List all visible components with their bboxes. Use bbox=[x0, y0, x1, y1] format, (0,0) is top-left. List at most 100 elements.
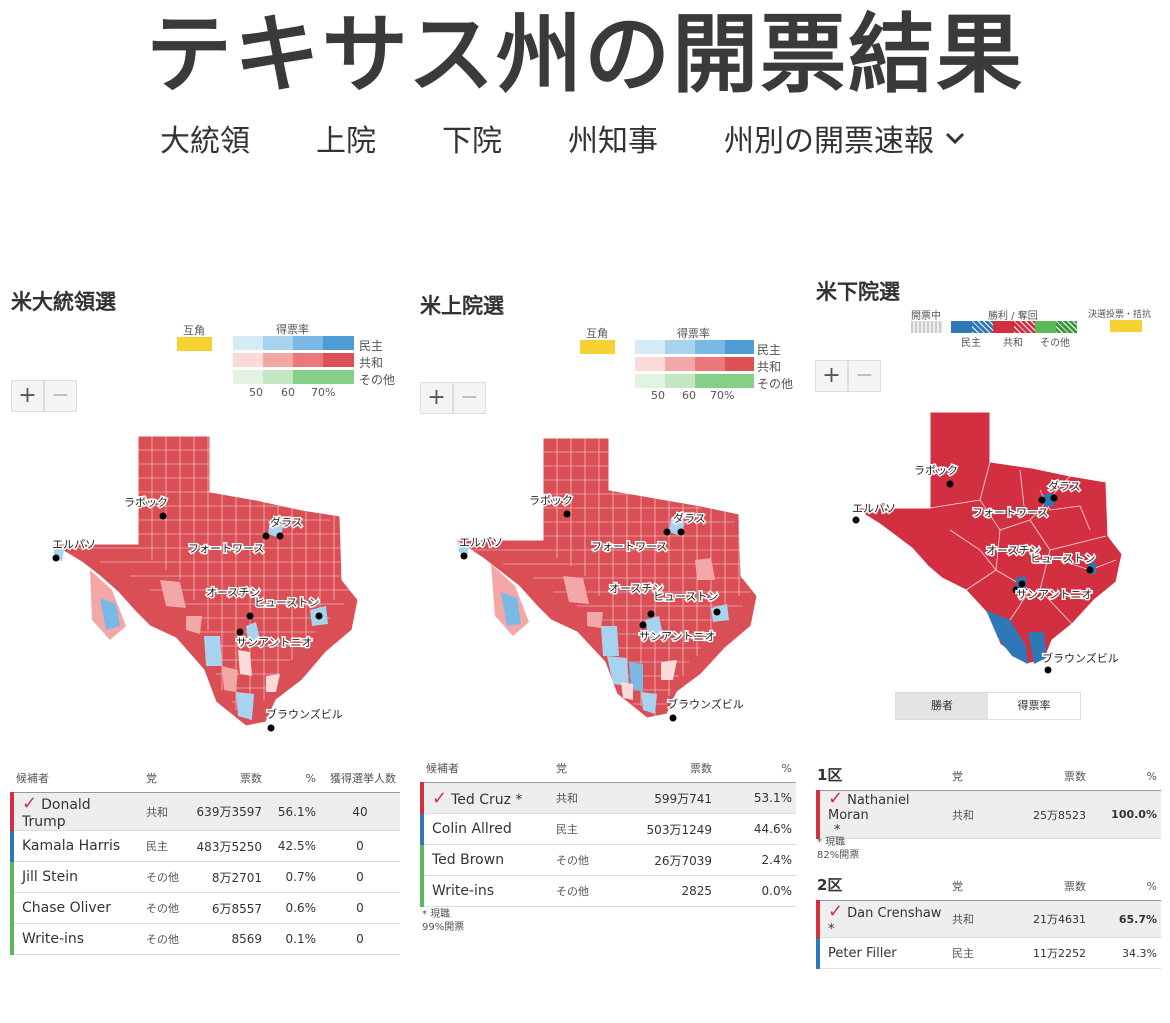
party: その他 bbox=[142, 861, 192, 893]
dem-label: 民主 bbox=[359, 339, 384, 353]
rep-win-swatch bbox=[993, 321, 1035, 333]
senate-zoom: + − bbox=[420, 382, 486, 414]
rep-label: 共和 bbox=[1003, 338, 1023, 349]
city-markers bbox=[52, 512, 323, 732]
zoom-in-button[interactable]: + bbox=[11, 380, 44, 412]
other-label: その他 bbox=[757, 377, 794, 391]
col-pct: % bbox=[1090, 768, 1161, 791]
city-label-houston: ヒューストン bbox=[653, 590, 718, 603]
counting-label: 開票中 bbox=[911, 311, 941, 322]
pct: 0.6% bbox=[266, 892, 320, 924]
pct: 2.4% bbox=[716, 844, 796, 876]
table-row: ✓ Ted Cruz * 共和 599万741 53.1% bbox=[420, 782, 796, 814]
party: 共和 bbox=[948, 790, 1008, 839]
toggle-vote-share[interactable]: 得票率 bbox=[1017, 699, 1051, 712]
dem-label: 民主 bbox=[961, 338, 981, 349]
nav-senate[interactable]: 上院 bbox=[316, 124, 376, 159]
win-label: 勝利 / 奪回 bbox=[988, 311, 1038, 322]
table-row: Kamala Harris 民主 483万5250 42.5% 0 bbox=[10, 830, 400, 862]
party: その他 bbox=[142, 923, 192, 955]
rep-swatch-3 bbox=[293, 353, 323, 367]
votes: 2825 bbox=[622, 875, 716, 907]
city-label-austin: オースチン bbox=[609, 582, 663, 595]
col-party: 党 bbox=[552, 760, 622, 783]
other-swatch-2 bbox=[263, 370, 293, 384]
candidate-name: Write-ins bbox=[10, 923, 142, 955]
city-label-elpaso: エルパソ bbox=[459, 536, 503, 549]
dem-swatch-3 bbox=[293, 336, 323, 350]
pct: 0.1% bbox=[266, 923, 320, 955]
city-label-dallas: ダラス bbox=[673, 511, 706, 525]
other-label: その他 bbox=[1040, 338, 1070, 349]
party: 民主 bbox=[142, 830, 192, 862]
nav-governor[interactable]: 州知事 bbox=[568, 124, 658, 159]
votes: 639万3597 bbox=[192, 792, 266, 831]
page-title: テキサス州の開票結果 bbox=[145, 5, 1025, 105]
table-row: Chase Oliver その他 6万8557 0.6% 0 bbox=[10, 892, 400, 924]
zoom-out-button[interactable]: − bbox=[848, 360, 881, 392]
party: その他 bbox=[142, 892, 192, 924]
nav-house[interactable]: 下院 bbox=[442, 124, 502, 159]
dem-swatch-3 bbox=[695, 340, 725, 354]
senate-map[interactable]: ラボック ダラス エルパソ フォートワース オースチン ヒューストン サンアント… bbox=[445, 430, 775, 730]
candidate-name: Peter Filler bbox=[816, 937, 948, 969]
electoral-votes: 0 bbox=[320, 923, 400, 955]
party: その他 bbox=[552, 844, 622, 876]
city-label-dallas: ダラス bbox=[270, 515, 303, 529]
city-label-sanantonio: サンアントニオ bbox=[639, 630, 716, 643]
city-label-sanantonio: サンアントニオ bbox=[1016, 588, 1093, 601]
tie-swatch bbox=[580, 340, 615, 354]
counting-swatch bbox=[911, 321, 943, 333]
dem-swatch-1 bbox=[233, 336, 263, 350]
city-label-fortworth: フォートワース bbox=[972, 506, 1048, 519]
nav-state-results[interactable]: 州別の開票速報 bbox=[724, 124, 934, 159]
section-nav: 大統領 上院 下院 州知事 州別の開票速報 bbox=[160, 116, 1020, 160]
col-electoral: 獲得選挙人数 bbox=[320, 770, 400, 793]
senate-results-table: 候補者 党 票数 % ✓ Ted Cruz * 共和 599万741 53.1% … bbox=[420, 760, 796, 907]
rep-swatch-2 bbox=[263, 353, 293, 367]
toggle-winner[interactable]: 勝者 bbox=[896, 693, 988, 719]
zoom-in-button[interactable]: + bbox=[815, 360, 848, 392]
nav-president[interactable]: 大統領 bbox=[160, 124, 250, 159]
table-row: Colin Allred 民主 503万1249 44.6% bbox=[420, 813, 796, 845]
rep-swatch-2 bbox=[665, 357, 695, 371]
votes: 8569 bbox=[192, 923, 266, 955]
city-label-elpaso: エルパソ bbox=[852, 502, 896, 515]
city-label-dallas: ダラス bbox=[1048, 479, 1081, 493]
city-label-brownsville: ブラウンズビル bbox=[1042, 651, 1119, 665]
tick-50: 50 bbox=[651, 389, 665, 402]
chevron-down-icon[interactable] bbox=[944, 127, 966, 149]
votes: 483万5250 bbox=[192, 830, 266, 862]
senate-note: * 現職 99%開票 bbox=[422, 908, 464, 934]
winner-check-icon: ✓ bbox=[432, 787, 448, 809]
tick-70: 70% bbox=[311, 386, 336, 399]
rep-swatch-4 bbox=[725, 357, 754, 371]
city-label-lubbock: ラボック bbox=[124, 496, 168, 509]
house-zoom: + − bbox=[815, 360, 881, 392]
president-map[interactable]: ラボック ダラス エルパソ フォートワース オースチン ヒューストン サンアント… bbox=[40, 430, 370, 740]
winner-check-icon: ✓ bbox=[828, 901, 844, 922]
pct: 56.1% bbox=[266, 792, 320, 831]
pct: 0.0% bbox=[716, 875, 796, 907]
reporting-note: 99%開票 bbox=[422, 922, 465, 933]
table-row: ✓ Nathaniel Moran * 共和 25万8523 100.0% bbox=[816, 790, 1161, 839]
president-results-table: 候補者 党 票数 % 獲得選挙人数 ✓ Donald Trump 共和 639万3… bbox=[10, 770, 400, 955]
dem-swatch-1 bbox=[635, 340, 665, 354]
votes: 21万4631 bbox=[1008, 900, 1090, 938]
city-label-fortworth: フォートワース bbox=[188, 542, 264, 555]
zoom-in-button[interactable]: + bbox=[420, 382, 453, 414]
candidate-name: Write-ins bbox=[420, 875, 552, 907]
candidate-name: Jill Stein bbox=[10, 861, 142, 893]
district-2-table: 党 票数 % ✓ Dan Crenshaw * 共和 21万4631 65.7% … bbox=[816, 878, 1161, 969]
zoom-out-button[interactable]: − bbox=[453, 382, 486, 414]
zoom-out-button[interactable]: − bbox=[44, 380, 77, 412]
president-zoom: + − bbox=[11, 380, 77, 412]
house-map[interactable]: ラボック ダラス エルパソ フォートワース オースチン ヒューストン サンアント… bbox=[850, 410, 1140, 680]
candidate-name: Ted Brown bbox=[420, 844, 552, 876]
table-row: Peter Filler 民主 11万2252 34.3% bbox=[816, 937, 1161, 969]
rate-label: 得票率 bbox=[677, 327, 710, 340]
col-blank bbox=[818, 878, 948, 901]
party: 民主 bbox=[552, 813, 622, 845]
party: 民主 bbox=[948, 937, 1008, 969]
pct: 53.1% bbox=[716, 782, 796, 814]
